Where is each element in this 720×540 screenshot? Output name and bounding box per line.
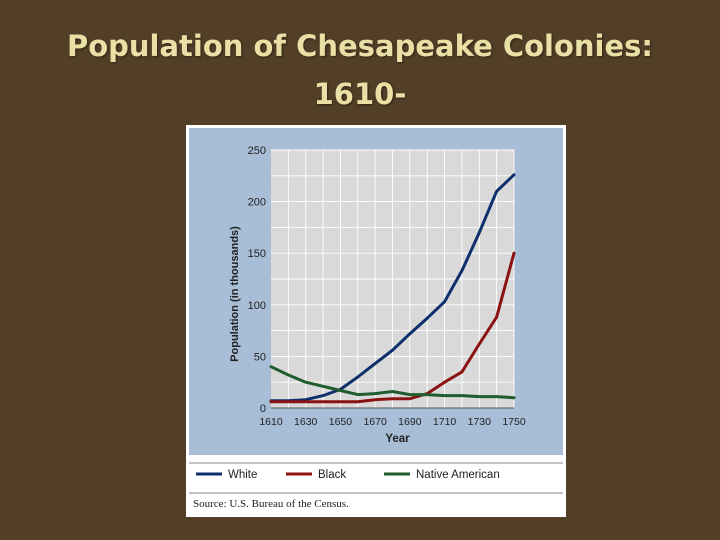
legend-label-native-american: Native American	[416, 469, 500, 481]
y-tick-label: 50	[254, 351, 266, 363]
series-line-white	[269, 173, 516, 403]
x-tick-label: 1750	[502, 416, 526, 428]
legend-label-white: White	[228, 469, 257, 481]
y-axis-label: Population (in thousands)	[229, 226, 241, 362]
series-line-native-american	[269, 365, 516, 400]
y-tick-label: 250	[248, 145, 266, 157]
population-line-chart: 0 50 100 150 200 250 1610 1630 1650 1670 1690 1710 1…	[189, 128, 563, 494]
y-tick-label: 100	[248, 300, 266, 312]
chart-figure: 0 50 100 150 200 250 1610 1630 1650 1670 1690 1710 1…	[186, 125, 566, 517]
x-axis-label: Year	[385, 433, 410, 445]
x-tick-label: 1730	[468, 416, 492, 428]
x-tick-label: 1690	[398, 416, 422, 428]
x-tick-label: 1710	[433, 416, 457, 428]
series-line-black	[269, 251, 516, 404]
source-note: Source: U.S. Bureau of the Census.	[193, 498, 349, 510]
legend-label-black: Black	[318, 469, 346, 481]
x-tick-label: 1630	[294, 416, 318, 428]
slide-title: Population of Chesapeake Colonies: 1610-…	[20, 22, 700, 166]
x-tick-label: 1610	[259, 416, 283, 428]
x-tick-label: 1650	[329, 416, 353, 428]
y-tick-label: 150	[248, 248, 266, 260]
x-tick-label: 1670	[363, 416, 387, 428]
y-tick-label: 200	[248, 197, 266, 209]
y-tick-label: 0	[260, 403, 266, 415]
slide-title-line-1: Population of Chesapeake Colonies: 1610-	[66, 29, 654, 111]
